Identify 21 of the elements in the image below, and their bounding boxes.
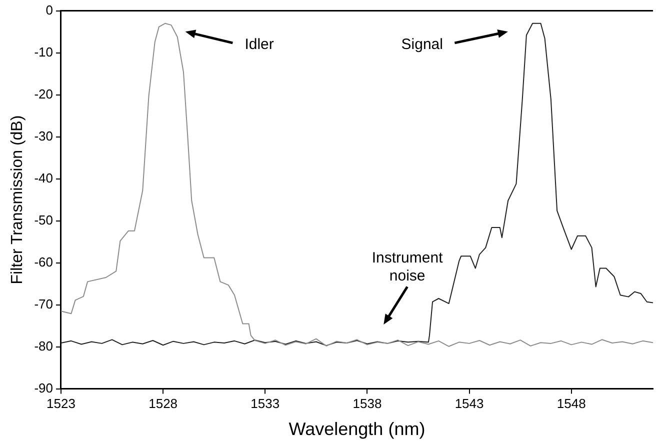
y-axis-title: Filter Transmission (dB) — [9, 115, 26, 284]
annotation: Instrument noise — [372, 250, 444, 285]
y-tick-label: -50 — [34, 212, 53, 228]
y-tick-label: -40 — [34, 170, 53, 186]
y-tick-label: -10 — [34, 44, 53, 60]
y-tick-label: 0 — [46, 2, 53, 18]
y-tick-label: -90 — [34, 380, 53, 396]
annotation: Idler — [244, 36, 274, 53]
y-tick-label: -20 — [34, 86, 53, 102]
y-tick-label: -70 — [34, 296, 53, 312]
x-tick-label: 1528 — [148, 396, 178, 412]
x-tick-label: 1543 — [454, 396, 484, 412]
x-axis-title: Wavelength (nm) — [288, 419, 426, 440]
x-tick-label: 1538 — [352, 396, 382, 412]
x-tick-label: 1548 — [556, 396, 586, 412]
y-tick-label: -80 — [34, 338, 53, 354]
y-tick-label: -30 — [34, 128, 53, 144]
y-tick-label: -60 — [34, 254, 53, 270]
x-tick-label: 1533 — [250, 396, 280, 412]
annotation: Signal — [401, 36, 443, 53]
x-tick-label: 1523 — [46, 396, 76, 412]
